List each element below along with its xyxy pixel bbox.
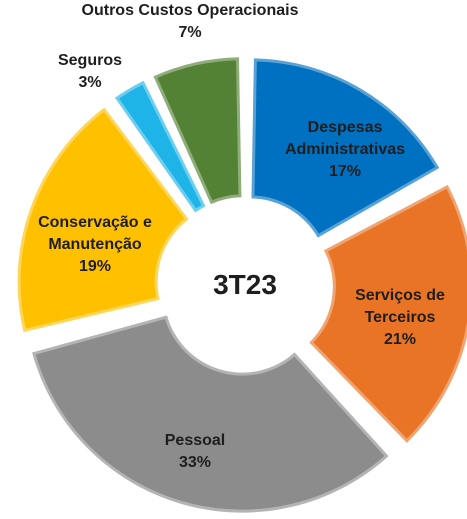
segment-label: Seguros 3% [50, 50, 130, 94]
category-label: Outros Custos Operacionais [81, 2, 299, 19]
segment-label: Outros Custos Operacionais 7% [40, 0, 340, 44]
segment [248, 55, 444, 242]
segment [28, 311, 393, 516]
category-label: Conservação e Manutenção [38, 214, 152, 253]
segment-label: Despesas Administrativas 17% [275, 117, 415, 183]
segment [110, 76, 210, 217]
center-label: 3T23 [213, 269, 277, 300]
value-label: 33% [178, 454, 212, 471]
segment [14, 103, 193, 336]
value-label: 7% [178, 24, 202, 41]
category-label: Pessoal [164, 432, 226, 449]
segment [305, 180, 467, 448]
segment-label: Conservação e Manutenção 19% [20, 212, 170, 278]
segment-label: Serviços de Terceiros 21% [345, 285, 455, 351]
category-label: Despesas Administrativas [284, 119, 406, 158]
category-label: Serviços de Terceiros [355, 287, 445, 326]
value-label: 17% [328, 163, 362, 180]
segment [149, 54, 245, 209]
segment-label: Pessoal 33% [145, 430, 245, 474]
value-label: 21% [383, 331, 417, 348]
value-label: 19% [78, 258, 112, 275]
category-label: Seguros [57, 52, 122, 69]
value-label: 3% [78, 74, 102, 91]
